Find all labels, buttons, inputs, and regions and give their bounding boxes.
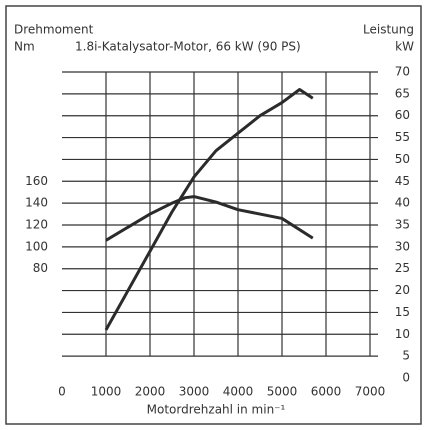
y-axis-unit: Nm (14, 40, 35, 54)
x-tick-label: 3000 (179, 385, 210, 399)
y2-tick-label: 55 (395, 130, 410, 144)
chart-title: 1.8i-Katalysator-Motor, 66 kW (90 PS) (75, 40, 301, 54)
y-tick-label: 100 (25, 239, 48, 253)
y2-tick-label: 50 (395, 152, 410, 166)
y2-tick-label: 60 (395, 108, 410, 122)
x-tick-label: 0 (58, 385, 66, 399)
y-tick-label: 160 (25, 174, 48, 188)
y2-axis-unit: kW (395, 40, 414, 54)
y2-tick-label: 30 (395, 239, 410, 253)
x-tick-label: 4000 (223, 385, 254, 399)
x-tick-label: 6000 (311, 385, 342, 399)
y2-tick-label: 10 (395, 327, 410, 341)
x-axis-label: Motordrehzahl in min⁻¹ (147, 403, 286, 417)
x-tick-label: 1000 (91, 385, 122, 399)
y-tick-label: 80 (33, 261, 48, 275)
y2-tick-label: 15 (395, 305, 410, 319)
y2-tick-label: 40 (395, 196, 410, 210)
x-tick-label: 5000 (267, 385, 298, 399)
x-tick-label: 7000 (355, 385, 386, 399)
y2-tick-label: 70 (395, 65, 410, 79)
y2-tick-label: 35 (395, 218, 410, 232)
y-tick-label: 120 (25, 218, 48, 232)
y2-axis-label: Leistung (363, 23, 414, 37)
frame (5, 5, 422, 425)
x-tick-label: 2000 (135, 385, 166, 399)
y-axis-label: Drehmoment (14, 23, 94, 37)
y2-tick-label: 45 (395, 174, 410, 188)
y2-tick-label: 0 (402, 371, 410, 385)
y-tick-label: 140 (25, 196, 48, 210)
y2-tick-label: 25 (395, 261, 410, 275)
line-series (105, 195, 314, 242)
y2-tick-label: 65 (395, 86, 410, 100)
y2-tick-label: 20 (395, 283, 410, 297)
line-series (104, 87, 314, 331)
y2-tick-label: 5 (402, 349, 410, 363)
